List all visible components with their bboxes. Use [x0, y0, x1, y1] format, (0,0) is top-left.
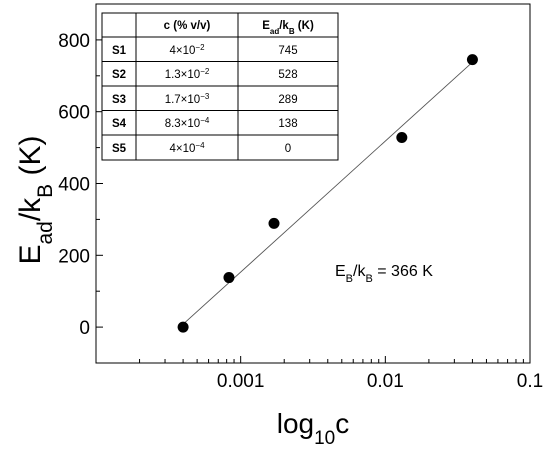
x-title-sub: 10 [314, 428, 335, 449]
row-c-base: 1.7×10 [165, 94, 201, 106]
table-header-e-tail2: (K) [295, 20, 314, 32]
y-title-a: E [14, 245, 47, 265]
data-point [177, 321, 189, 333]
table-row-label: S1 [112, 45, 127, 57]
y-tick-label: 600 [58, 103, 90, 124]
table-header-e-sub2: B [289, 27, 295, 36]
table-row-e: 528 [278, 69, 297, 81]
x-tick-label: 0.001 [217, 371, 265, 392]
table-row-e: 289 [278, 94, 297, 106]
x-tick-label: 0.01 [367, 371, 404, 392]
y-title-b-sub: B [34, 184, 57, 198]
annotation-c: = 366 K [373, 263, 433, 280]
y-tick-label: 200 [58, 246, 90, 267]
y-tick-label: 400 [58, 175, 90, 196]
table-row-c: 1.7×10−3 [165, 92, 210, 107]
annotation-a-sub: B [346, 273, 353, 285]
row-c-base: 1.3×10 [165, 69, 201, 81]
row-c-base: 8.3×10 [165, 118, 201, 130]
x-axis-title: log10c [277, 408, 350, 449]
data-point [268, 217, 280, 229]
table-header-e-main: E [262, 20, 270, 32]
table-row-label: S2 [112, 69, 126, 81]
table-row-label: S5 [112, 143, 127, 155]
table-header-e-sub: ad [270, 27, 279, 36]
y-title-c: (K) [14, 135, 47, 183]
row-c-base: 4×10 [169, 45, 195, 57]
y-title-b: /k [14, 197, 47, 221]
slope-annotation: EB/kB = 366 K [335, 263, 433, 285]
row-c-exp: −4 [195, 141, 205, 150]
table-row-c: 4×10−2 [169, 43, 205, 58]
data-points [177, 54, 478, 333]
data-point [466, 54, 478, 66]
table-row-label: S3 [112, 94, 126, 106]
y-axis-title: Ead/kB (K) [14, 135, 57, 264]
axis-ticks: 0 200 400 600 800 0.001 0.01 0.1 [58, 3, 543, 392]
table-header-c: c (% v/v) [164, 20, 211, 32]
row-c-base: 4×10 [169, 143, 195, 155]
table-row-e: 0 [285, 143, 291, 155]
y-tick-label: 0 [79, 318, 90, 339]
x-tick-label: 0.1 [517, 371, 543, 392]
table-row-e: 138 [278, 118, 297, 130]
row-c-exp: −3 [200, 92, 210, 101]
data-point [396, 132, 408, 144]
data-point [223, 272, 235, 284]
y-tick-label: 800 [58, 31, 90, 52]
y-title-a-sub: ad [34, 221, 57, 244]
table-header-e: Ead/kB (K) [262, 20, 314, 36]
annotation-b-sub: B [365, 273, 372, 285]
row-c-exp: −2 [200, 67, 210, 76]
x-title-tail: c [335, 408, 349, 439]
table-row-e: 745 [278, 45, 297, 57]
annotation-b: /k [353, 263, 366, 280]
table-header-e-tail: /k [279, 20, 289, 32]
inset-table: c (% v/v) Ead/kB (K) S1 4×10−2 745 S2 1.… [101, 12, 339, 161]
table-row-label: S4 [112, 118, 127, 130]
row-c-exp: −2 [195, 43, 205, 52]
x-title-base: log [277, 408, 314, 439]
annotation-a: E [335, 263, 346, 280]
table-row-c: 4×10−4 [169, 141, 205, 156]
row-c-exp: −4 [200, 116, 210, 125]
table-row-c: 8.3×10−4 [165, 116, 210, 131]
table-row-c: 1.3×10−2 [165, 67, 210, 82]
